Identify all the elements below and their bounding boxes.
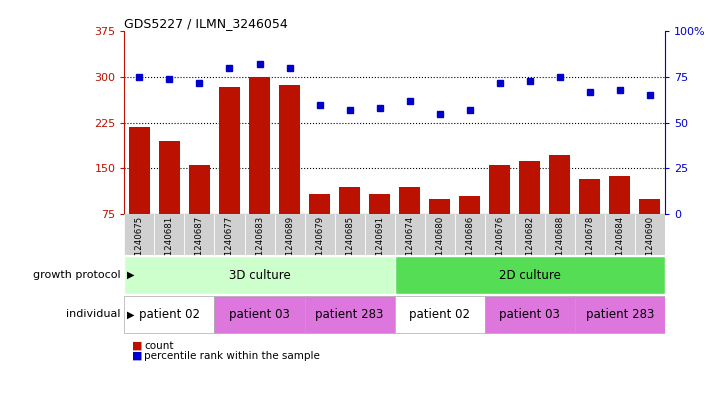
Text: 3D culture: 3D culture — [229, 268, 290, 282]
Text: count: count — [144, 341, 173, 351]
Text: ■: ■ — [132, 351, 142, 361]
Bar — [124, 214, 154, 255]
Bar — [605, 214, 635, 255]
Bar — [579, 180, 600, 214]
Bar — [639, 199, 661, 214]
Bar — [459, 196, 480, 214]
Bar — [339, 187, 360, 214]
Text: growth protocol: growth protocol — [33, 270, 121, 280]
Bar — [245, 214, 274, 255]
Bar — [124, 296, 215, 333]
Bar — [489, 165, 510, 214]
Text: ▶: ▶ — [127, 270, 134, 280]
Text: percentile rank within the sample: percentile rank within the sample — [144, 351, 320, 361]
Bar — [635, 214, 665, 255]
Text: GSM1240689: GSM1240689 — [285, 215, 294, 274]
Bar — [609, 176, 630, 214]
Text: GSM1240678: GSM1240678 — [585, 215, 594, 274]
Bar — [454, 214, 485, 255]
Bar — [304, 214, 335, 255]
Bar — [395, 256, 665, 294]
Bar — [574, 296, 665, 333]
Bar — [304, 296, 395, 333]
Bar — [124, 256, 395, 294]
Bar — [129, 127, 150, 214]
Bar — [154, 214, 184, 255]
Text: patient 03: patient 03 — [229, 308, 290, 321]
Text: GSM1240675: GSM1240675 — [135, 215, 144, 274]
Text: GSM1240674: GSM1240674 — [405, 215, 414, 274]
Text: patient 02: patient 02 — [139, 308, 200, 321]
Bar — [395, 296, 485, 333]
Text: GSM1240690: GSM1240690 — [646, 215, 654, 274]
Bar — [159, 141, 180, 214]
Text: GSM1240676: GSM1240676 — [495, 215, 504, 274]
Text: ▶: ▶ — [127, 309, 134, 320]
Text: GDS5227 / ILMN_3246054: GDS5227 / ILMN_3246054 — [124, 17, 288, 30]
Bar — [424, 214, 454, 255]
Text: patient 02: patient 02 — [409, 308, 470, 321]
Text: ■: ■ — [132, 341, 142, 351]
Bar — [335, 214, 365, 255]
Text: GSM1240677: GSM1240677 — [225, 215, 234, 274]
Text: GSM1240684: GSM1240684 — [615, 215, 624, 274]
Bar — [549, 155, 570, 214]
Bar — [219, 88, 240, 214]
Text: GSM1240685: GSM1240685 — [345, 215, 354, 274]
Text: GSM1240682: GSM1240682 — [525, 215, 534, 274]
Bar — [184, 214, 215, 255]
Bar — [365, 214, 395, 255]
Text: GSM1240688: GSM1240688 — [555, 215, 565, 274]
Text: GSM1240691: GSM1240691 — [375, 215, 384, 274]
Text: patient 03: patient 03 — [499, 308, 560, 321]
Text: GSM1240679: GSM1240679 — [315, 215, 324, 274]
Bar — [189, 165, 210, 214]
Bar — [574, 214, 605, 255]
Text: GSM1240683: GSM1240683 — [255, 215, 264, 274]
Bar — [249, 77, 270, 214]
Text: patient 283: patient 283 — [586, 308, 654, 321]
Bar — [545, 214, 574, 255]
Bar — [515, 214, 545, 255]
Bar — [485, 296, 574, 333]
Text: GSM1240680: GSM1240680 — [435, 215, 444, 274]
Bar — [485, 214, 515, 255]
Text: patient 283: patient 283 — [316, 308, 384, 321]
Bar — [369, 194, 390, 214]
Bar — [309, 194, 330, 214]
Bar — [215, 214, 245, 255]
Text: GSM1240687: GSM1240687 — [195, 215, 204, 274]
Text: 2D culture: 2D culture — [498, 268, 561, 282]
Text: GSM1240686: GSM1240686 — [465, 215, 474, 274]
Bar — [395, 214, 424, 255]
Text: GSM1240681: GSM1240681 — [165, 215, 174, 274]
Bar — [519, 161, 540, 214]
Bar — [399, 187, 420, 214]
Text: individual: individual — [66, 309, 121, 320]
Bar — [274, 214, 304, 255]
Bar — [279, 85, 300, 214]
Bar — [215, 296, 304, 333]
Bar — [429, 199, 450, 214]
